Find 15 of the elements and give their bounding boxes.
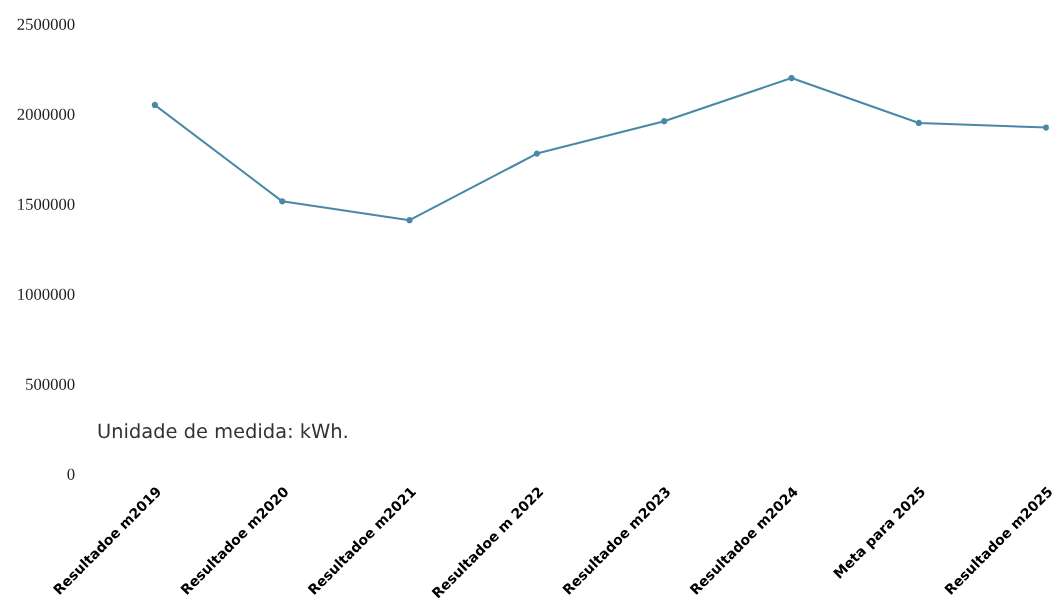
point <box>915 119 922 127</box>
point <box>406 217 413 224</box>
annotation: Unidade de medida: kWh. <box>98 423 347 439</box>
point <box>661 118 668 125</box>
y-tick-label: 2000000 <box>17 108 75 120</box>
point <box>533 150 540 157</box>
y-tick-label: 1500000 <box>18 198 75 210</box>
point <box>279 198 286 205</box>
point <box>151 101 159 109</box>
y-tick-label: 0 <box>67 468 75 480</box>
y-tick-label: 500000 <box>26 378 75 390</box>
y-tick-label: 2500000 <box>17 18 75 30</box>
point <box>1043 124 1049 131</box>
y-tick-label: 1000000 <box>18 288 75 300</box>
point <box>788 74 795 82</box>
